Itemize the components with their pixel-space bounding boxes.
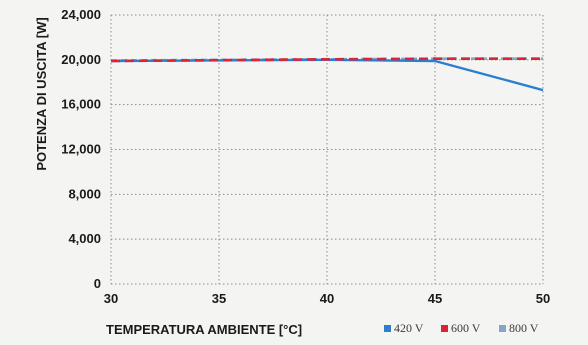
legend-label: 800 V (509, 321, 539, 335)
y-tick-label: 24,000 (61, 7, 101, 22)
x-tick-label: 50 (536, 291, 550, 306)
x-tick-label: 35 (212, 291, 226, 306)
x-tick-label: 40 (320, 291, 334, 306)
x-axis-title: TEMPERATURA AMBIENTE [°C] (106, 322, 302, 337)
y-tick-label: 8,000 (68, 186, 101, 201)
y-tick-label: 4,000 (68, 231, 101, 246)
x-tick-label: 30 (104, 291, 118, 306)
series-lines (110, 57, 544, 92)
tick-labels: 0 4,000 8,000 12,000 16,000 20,000 24,000 30 35 4… (61, 7, 550, 306)
legend: 420 V 600 V 800 V (384, 321, 539, 335)
grid (110, 14, 544, 285)
series-line-600v (110, 57, 543, 63)
x-tick-label: 45 (428, 291, 442, 306)
y-axis-title: POTENZA DI USCITA [W] (34, 17, 49, 170)
legend-swatch (499, 325, 506, 332)
legend-swatch (441, 325, 448, 332)
y-tick-label: 0 (94, 276, 101, 291)
y-tick-label: 12,000 (61, 142, 101, 157)
legend-swatch (384, 325, 391, 332)
y-tick-label: 20,000 (61, 52, 101, 67)
legend-label: 600 V (451, 321, 481, 335)
series-line-420v (110, 58, 544, 92)
legend-label: 420 V (394, 321, 424, 335)
y-tick-label: 16,000 (61, 97, 101, 112)
